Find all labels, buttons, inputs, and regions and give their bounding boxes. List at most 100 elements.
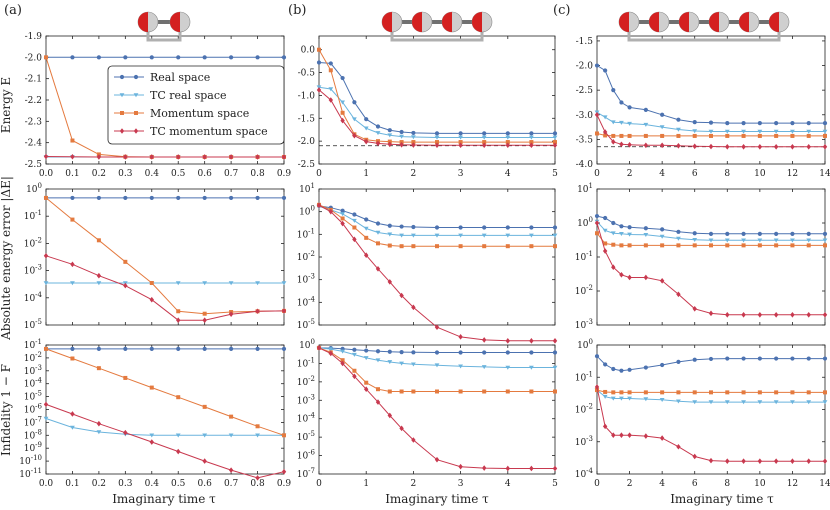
data-point bbox=[202, 281, 208, 286]
data-point bbox=[228, 467, 234, 473]
data-point bbox=[552, 131, 558, 136]
x-tick-label: 1 bbox=[363, 479, 369, 489]
data-point bbox=[458, 389, 463, 394]
data-point bbox=[553, 140, 557, 145]
data-point bbox=[676, 236, 681, 241]
data-point bbox=[603, 241, 608, 246]
chart-b-infidelity: 0 1 2 3 4 5 100 10-1 10-2 10-3 10-4 10-5 10-6 10-7 bbox=[297, 338, 558, 489]
plot-frame bbox=[596, 188, 826, 326]
data-point bbox=[757, 356, 762, 361]
data-point bbox=[352, 347, 357, 352]
data-point bbox=[175, 433, 181, 438]
data-point bbox=[505, 233, 511, 238]
x-tick-label: 2 bbox=[627, 479, 633, 489]
data-point bbox=[676, 133, 681, 138]
data-point bbox=[822, 121, 828, 126]
data-point bbox=[773, 143, 779, 150]
y-tick-label: 10-11 bbox=[19, 467, 42, 480]
data-point bbox=[773, 311, 779, 318]
data-point bbox=[643, 433, 649, 439]
data-point bbox=[411, 389, 416, 394]
data-point bbox=[790, 458, 795, 464]
data-point bbox=[340, 75, 345, 81]
x-tick-label: 0.6 bbox=[198, 169, 213, 179]
series-tc-momentum-space bbox=[316, 202, 558, 344]
data-point bbox=[529, 233, 534, 238]
data-point bbox=[340, 216, 345, 221]
legend-marker bbox=[134, 111, 138, 115]
data-point bbox=[505, 131, 510, 136]
data-point bbox=[790, 311, 795, 318]
data-point bbox=[692, 231, 697, 236]
data-point bbox=[375, 124, 381, 129]
x-tick-label: 4 bbox=[659, 479, 665, 489]
data-point bbox=[364, 235, 369, 240]
data-point bbox=[603, 68, 608, 73]
x-tick-label: 0.1 bbox=[65, 479, 79, 489]
chart-a-energy: 0.0 0.1 0.2 0.3 0.4 0.5 0.6 0.7 0.8 0.9 -1.9 -2.0 -2… bbox=[25, 32, 292, 179]
y-tick-label: 10-5 bbox=[297, 318, 315, 331]
y-tick-label: -2.2 bbox=[25, 96, 42, 106]
data-point bbox=[229, 195, 234, 201]
series-line bbox=[318, 62, 555, 134]
y-tick-label: 101 bbox=[299, 182, 315, 195]
data-point bbox=[757, 243, 762, 248]
data-point bbox=[603, 133, 608, 138]
data-point bbox=[619, 133, 624, 138]
data-point bbox=[790, 356, 795, 361]
data-point bbox=[708, 457, 714, 464]
data-point bbox=[434, 131, 440, 136]
data-point bbox=[149, 296, 154, 303]
y-tick-label: 10-1 bbox=[297, 356, 315, 369]
data-point bbox=[228, 154, 234, 160]
data-point bbox=[757, 238, 763, 243]
data-point bbox=[594, 220, 600, 226]
data-point bbox=[619, 224, 624, 229]
data-point bbox=[709, 390, 713, 395]
data-point bbox=[773, 129, 779, 134]
data-point bbox=[806, 121, 811, 126]
data-point bbox=[411, 304, 416, 311]
data-point bbox=[176, 395, 181, 400]
series-tc-real-space bbox=[594, 388, 828, 405]
y-tick-label: 10-3 bbox=[575, 435, 593, 448]
y-tick-label: -4.0 bbox=[576, 160, 594, 170]
data-point bbox=[725, 121, 730, 126]
data-point bbox=[96, 281, 102, 286]
data-point bbox=[619, 232, 624, 237]
series-momentum-space bbox=[317, 202, 557, 249]
y-tick-label: 10-6 bbox=[297, 449, 316, 462]
data-point bbox=[481, 233, 487, 238]
data-point bbox=[458, 140, 463, 145]
data-point bbox=[643, 397, 649, 402]
data-point bbox=[822, 238, 828, 243]
data-point bbox=[806, 400, 812, 405]
data-point bbox=[43, 153, 49, 160]
data-point bbox=[627, 133, 632, 138]
data-point bbox=[176, 448, 181, 455]
data-point bbox=[228, 433, 234, 438]
data-point bbox=[255, 475, 260, 481]
data-point bbox=[611, 432, 616, 438]
data-point bbox=[790, 400, 795, 405]
xlabel-c: Imaginary time τ bbox=[670, 492, 774, 506]
data-point bbox=[741, 121, 746, 126]
data-point bbox=[96, 154, 102, 160]
data-point bbox=[317, 47, 321, 52]
data-point bbox=[43, 401, 49, 408]
data-point bbox=[399, 134, 404, 139]
data-point bbox=[70, 55, 75, 60]
data-point bbox=[619, 100, 624, 105]
data-point bbox=[602, 129, 608, 135]
data-point bbox=[676, 127, 681, 132]
data-point bbox=[643, 142, 649, 149]
data-point bbox=[328, 87, 334, 92]
data-point bbox=[660, 243, 665, 248]
panel-label-b: (b) bbox=[288, 3, 306, 18]
data-point bbox=[44, 195, 48, 200]
chart-b-energy: 0 1 2 3 4 5 0.0 -0.5 -1.0 -1.5 -2.0 -2.5 bbox=[298, 35, 558, 179]
y-tick-label: -1.5 bbox=[298, 114, 316, 124]
data-point bbox=[627, 142, 632, 148]
y-tick-label: 10-3 bbox=[575, 318, 593, 331]
data-point bbox=[352, 373, 357, 380]
